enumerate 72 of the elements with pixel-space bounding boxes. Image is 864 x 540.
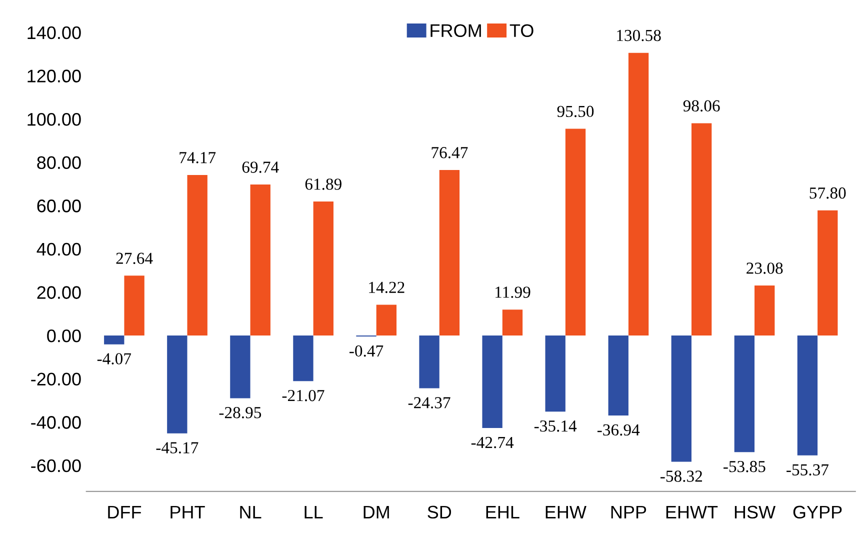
legend-label: FROM	[430, 24, 481, 38]
bar	[754, 286, 775, 336]
bar	[293, 336, 314, 382]
data-label: 61.89	[305, 178, 342, 190]
bar	[250, 184, 270, 336]
bar	[230, 336, 250, 398]
y-tick-label: 40.00	[36, 242, 81, 256]
data-label: -55.37	[786, 464, 829, 476]
x-tick-label: EHWT	[666, 506, 718, 518]
x-tick-label: EHW	[546, 506, 586, 518]
data-label: -42.74	[471, 436, 514, 448]
bar	[565, 128, 586, 336]
data-label: -0.47	[350, 345, 384, 357]
data-label: -24.37	[408, 397, 450, 408]
y-tick-label: -20.00	[31, 372, 81, 386]
data-label: -58.32	[660, 470, 702, 482]
data-label: -35.14	[534, 420, 577, 432]
bar	[628, 52, 649, 336]
data-label: 95.50	[557, 106, 594, 118]
x-tick-label: PHT	[170, 506, 205, 518]
data-label: 27.64	[116, 252, 153, 264]
data-label: 130.58	[617, 30, 661, 42]
data-label: 74.17	[180, 152, 216, 164]
y-tick-label: 100.00	[28, 112, 81, 126]
bar	[439, 170, 460, 336]
bar	[797, 336, 818, 456]
bar	[167, 336, 188, 434]
data-label: 57.80	[810, 187, 846, 199]
bar	[608, 336, 628, 416]
bar	[187, 174, 208, 336]
legend-label: TO	[510, 24, 534, 38]
x-tick-label: DFF	[108, 506, 142, 518]
data-label: -45.17	[156, 442, 198, 454]
bar	[734, 336, 755, 452]
y-tick-label: 140.00	[28, 26, 81, 40]
data-label: 76.47	[432, 147, 468, 158]
y-tick-label: 20.00	[37, 286, 81, 299]
data-label: -53.85	[724, 460, 766, 472]
bar	[376, 304, 397, 336]
bar	[482, 336, 502, 428]
data-label: 23.08	[746, 262, 783, 274]
bar	[419, 336, 440, 388]
x-tick-label: DM	[364, 506, 389, 518]
x-tick-label: SD	[428, 506, 452, 519]
data-label: -28.95	[219, 407, 262, 418]
x-tick-label: NPP	[611, 506, 646, 518]
y-tick-label: -40.00	[31, 416, 81, 429]
data-label: 98.06	[683, 100, 720, 112]
y-tick-label: 120.00	[28, 70, 81, 82]
bar	[313, 202, 334, 336]
y-tick-label: 0.00	[47, 329, 81, 342]
bar	[124, 276, 144, 336]
y-tick-label: 60.00	[37, 200, 81, 212]
data-label: 14.22	[369, 282, 404, 294]
x-tick-label: GYPP	[793, 506, 842, 519]
bar	[502, 310, 523, 336]
x-tick-label: EHL	[486, 506, 520, 518]
bar	[104, 336, 124, 344]
data-label: 69.74	[242, 162, 279, 173]
y-tick-label: -60.00	[31, 459, 81, 472]
bar	[545, 336, 566, 412]
bar	[671, 336, 692, 462]
bar	[691, 123, 712, 336]
x-tick-label: LL	[304, 506, 323, 518]
data-label: -4.07	[97, 353, 132, 364]
x-tick-label: NL	[240, 506, 262, 518]
data-label: 11.99	[496, 286, 530, 298]
bar	[818, 210, 838, 336]
x-tick-label: HSW	[734, 506, 776, 519]
data-label: -36.94	[597, 424, 640, 436]
data-label: -21.07	[282, 390, 324, 402]
y-tick-label: 80.00	[37, 156, 81, 170]
